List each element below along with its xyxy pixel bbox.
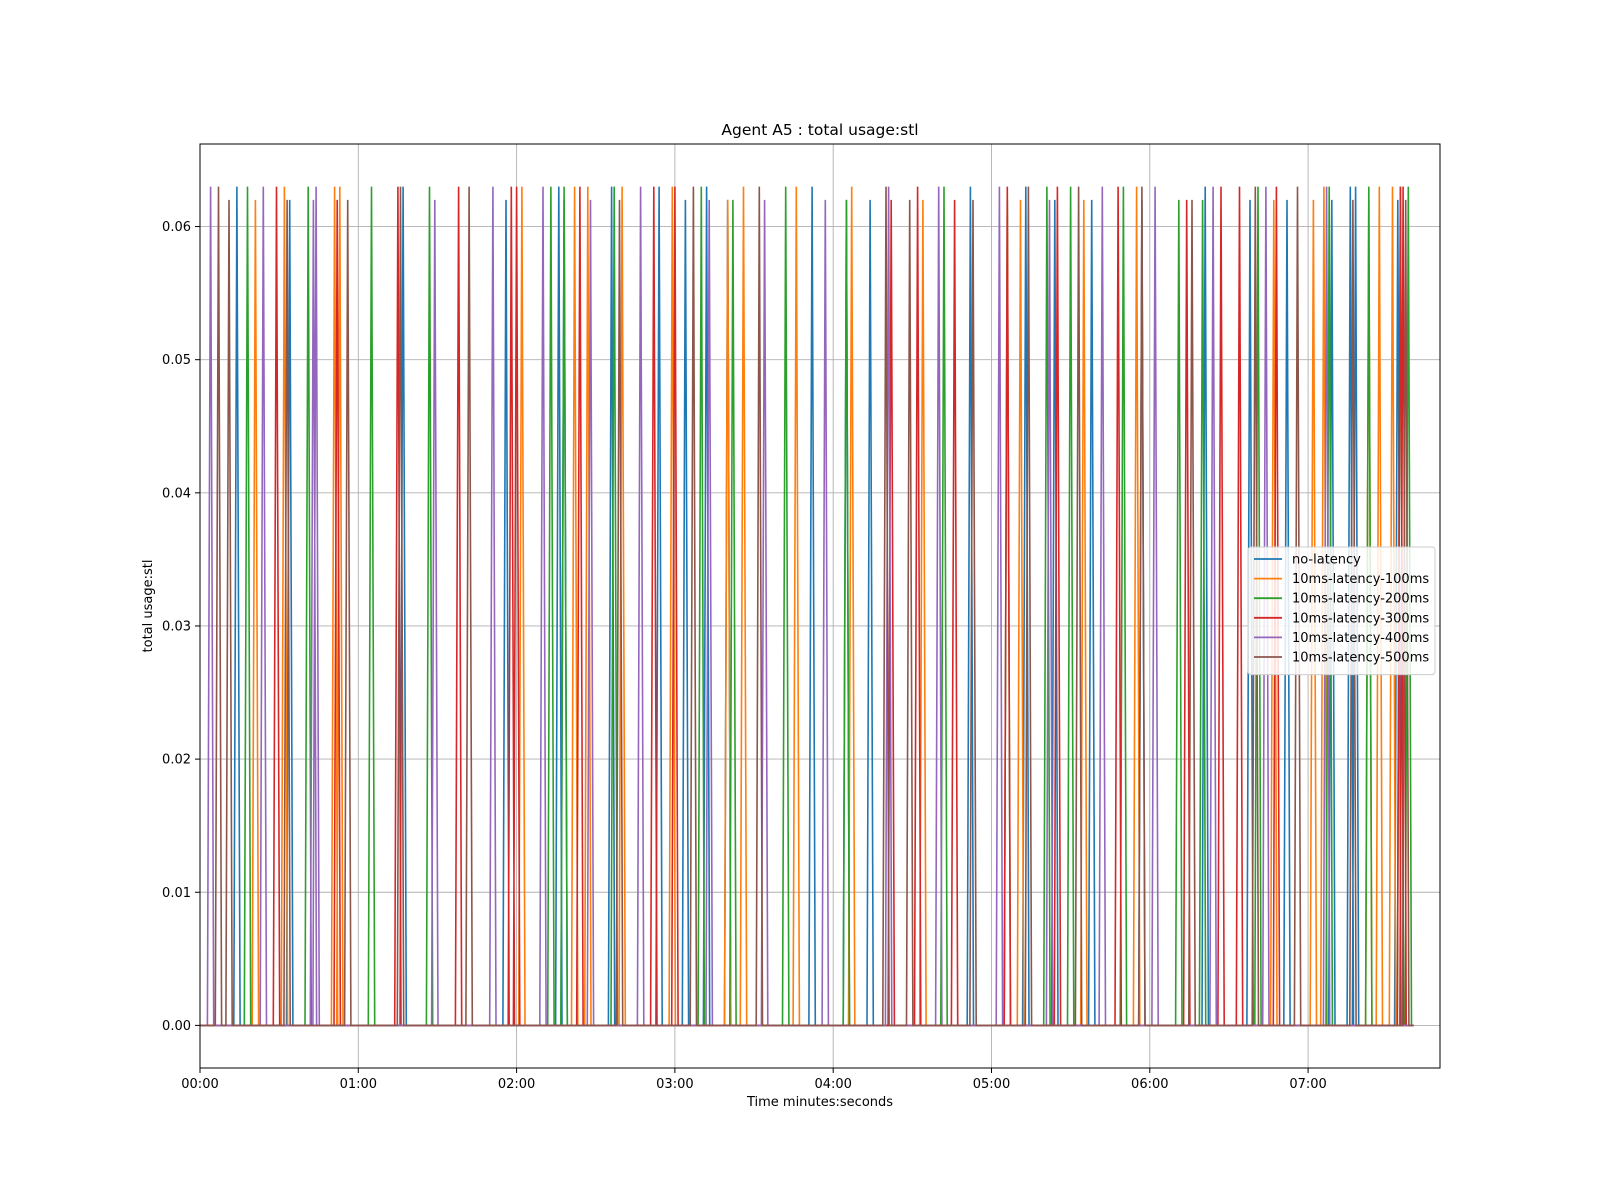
y-tick-label: 0.03 (162, 619, 191, 634)
legend-label: 10ms-latency-100ms (1292, 572, 1429, 587)
x-axis-title: Time minutes:seconds (746, 1095, 893, 1110)
y-tick-label: 0.06 (162, 220, 191, 235)
chart-title: Agent A5 : total usage:stl (721, 121, 918, 139)
y-tick-label: 0.00 (162, 1019, 191, 1034)
x-tick-label: 05:00 (973, 1077, 1010, 1092)
x-tick-label: 06:00 (1131, 1077, 1168, 1092)
series-line-4 (200, 186, 1414, 1027)
x-tick-label: 02:00 (498, 1077, 535, 1092)
x-tick-label: 07:00 (1289, 1077, 1326, 1092)
series-line-2 (200, 186, 1414, 1027)
legend-label: no-latency (1292, 553, 1361, 568)
legend-label: 10ms-latency-300ms (1292, 611, 1429, 626)
legend: no-latency 10ms-latency-100ms 10ms-latency… (1247, 546, 1436, 676)
y-tick-label: 0.04 (162, 486, 191, 501)
x-tick-label: 01:00 (340, 1077, 377, 1092)
series-line-5 (200, 186, 1414, 1027)
x-tick-label: 04:00 (814, 1077, 851, 1092)
legend-label: 10ms-latency-200ms (1292, 592, 1429, 607)
y-tick-label: 0.01 (162, 886, 191, 901)
y-tick-label: 0.05 (162, 353, 191, 368)
legend-label: 10ms-latency-500ms (1292, 651, 1429, 666)
ticks: 00:00 01:00 02:00 03:00 04:00 05:00 06:00 07:00… (162, 220, 1327, 1092)
legend-box (1247, 546, 1436, 676)
series-line-1 (200, 186, 1414, 1027)
series-line-3 (200, 186, 1414, 1027)
x-tick-label: 00:00 (181, 1077, 218, 1092)
y-tick-label: 0.02 (162, 753, 191, 768)
plot-series (200, 186, 1414, 1027)
axes-frame (199, 143, 1441, 1069)
legend-label: 10ms-latency-400ms (1292, 631, 1429, 646)
x-tick-label: 03:00 (656, 1077, 693, 1092)
y-axis-title: total usage:stl (141, 560, 156, 653)
